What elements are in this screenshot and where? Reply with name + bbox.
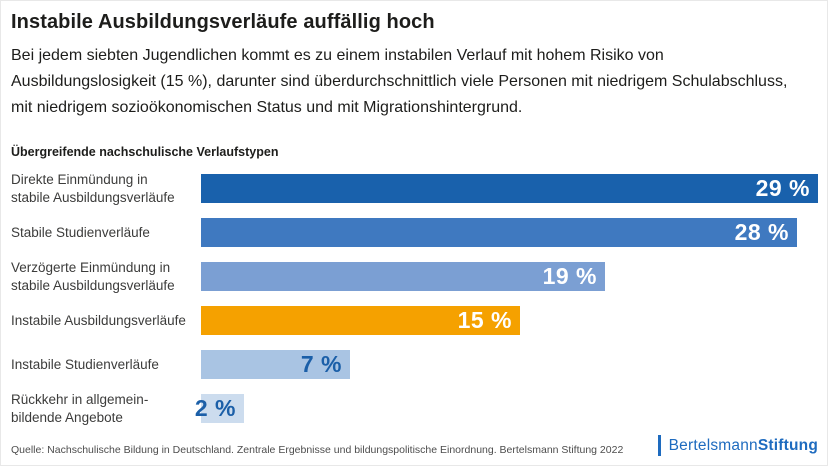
page-title: Instabile Ausbildungsverläufe auffällig … xyxy=(11,11,435,33)
bar: 15 % xyxy=(201,306,520,335)
content-area: Instabile Ausbildungsverläufe auffällig … xyxy=(1,1,827,425)
bar-value-label: 28 % xyxy=(734,219,789,245)
chart-row: Verzögerte Einmündung in stabile Ausbild… xyxy=(11,260,819,293)
logo-text: BertelsmannStiftung xyxy=(669,437,818,455)
bertelsmann-stiftung-logo: BertelsmannStiftung xyxy=(657,435,818,456)
category-label: Instabile Studienverläufe xyxy=(11,356,159,372)
bar-value-label: 2 % xyxy=(194,395,236,421)
chart-title: Übergreifende nachschulische Verlaufstyp… xyxy=(11,145,279,159)
page-subtitle: Bei jedem siebten Jugendlichen kommt es … xyxy=(11,47,788,116)
bar: 2 % xyxy=(195,394,244,423)
bar: 19 % xyxy=(201,262,605,291)
category-label: Direkte Einmündung in stabile Ausbildung… xyxy=(11,171,175,205)
bar-value-label: 19 % xyxy=(542,263,597,289)
bar: 29 % xyxy=(201,174,818,203)
bar-value-label: 7 % xyxy=(300,351,342,377)
chart-row: Rückkehr in allgemein­bildende Angebote … xyxy=(11,392,819,425)
bar-value-label: 29 % xyxy=(755,175,810,201)
bar-value-label: 15 % xyxy=(457,307,512,333)
bar: 28 % xyxy=(201,218,797,247)
chart-row: Instabile Ausbildungsverläufe 15 % xyxy=(11,306,819,335)
category-label: Verzögerte Einmündung in stabile Ausbild… xyxy=(11,259,175,293)
category-label: Rückkehr in allgemein­bildende Angebote xyxy=(11,391,149,425)
chart-row: Direkte Einmündung in stabile Ausbildung… xyxy=(11,172,819,205)
logo-vertical-bar-icon xyxy=(657,435,661,456)
logo-text-part1: Bertelsmann xyxy=(668,436,758,454)
chart-row: Stabile Studienverläufe 28 % xyxy=(11,218,819,247)
category-label: Stabile Studienverläufe xyxy=(11,224,150,240)
chart-row: Instabile Studienverläufe 7 % xyxy=(11,350,819,379)
bar-chart: Direkte Einmündung in stabile Ausbildung… xyxy=(11,172,819,425)
source-note: Quelle: Nachschulische Bildung in Deutsc… xyxy=(11,444,624,456)
logo-text-part2: Stiftung xyxy=(757,436,818,454)
category-label: Instabile Ausbildungsverläufe xyxy=(11,312,186,328)
bar: 7 % xyxy=(201,350,350,379)
